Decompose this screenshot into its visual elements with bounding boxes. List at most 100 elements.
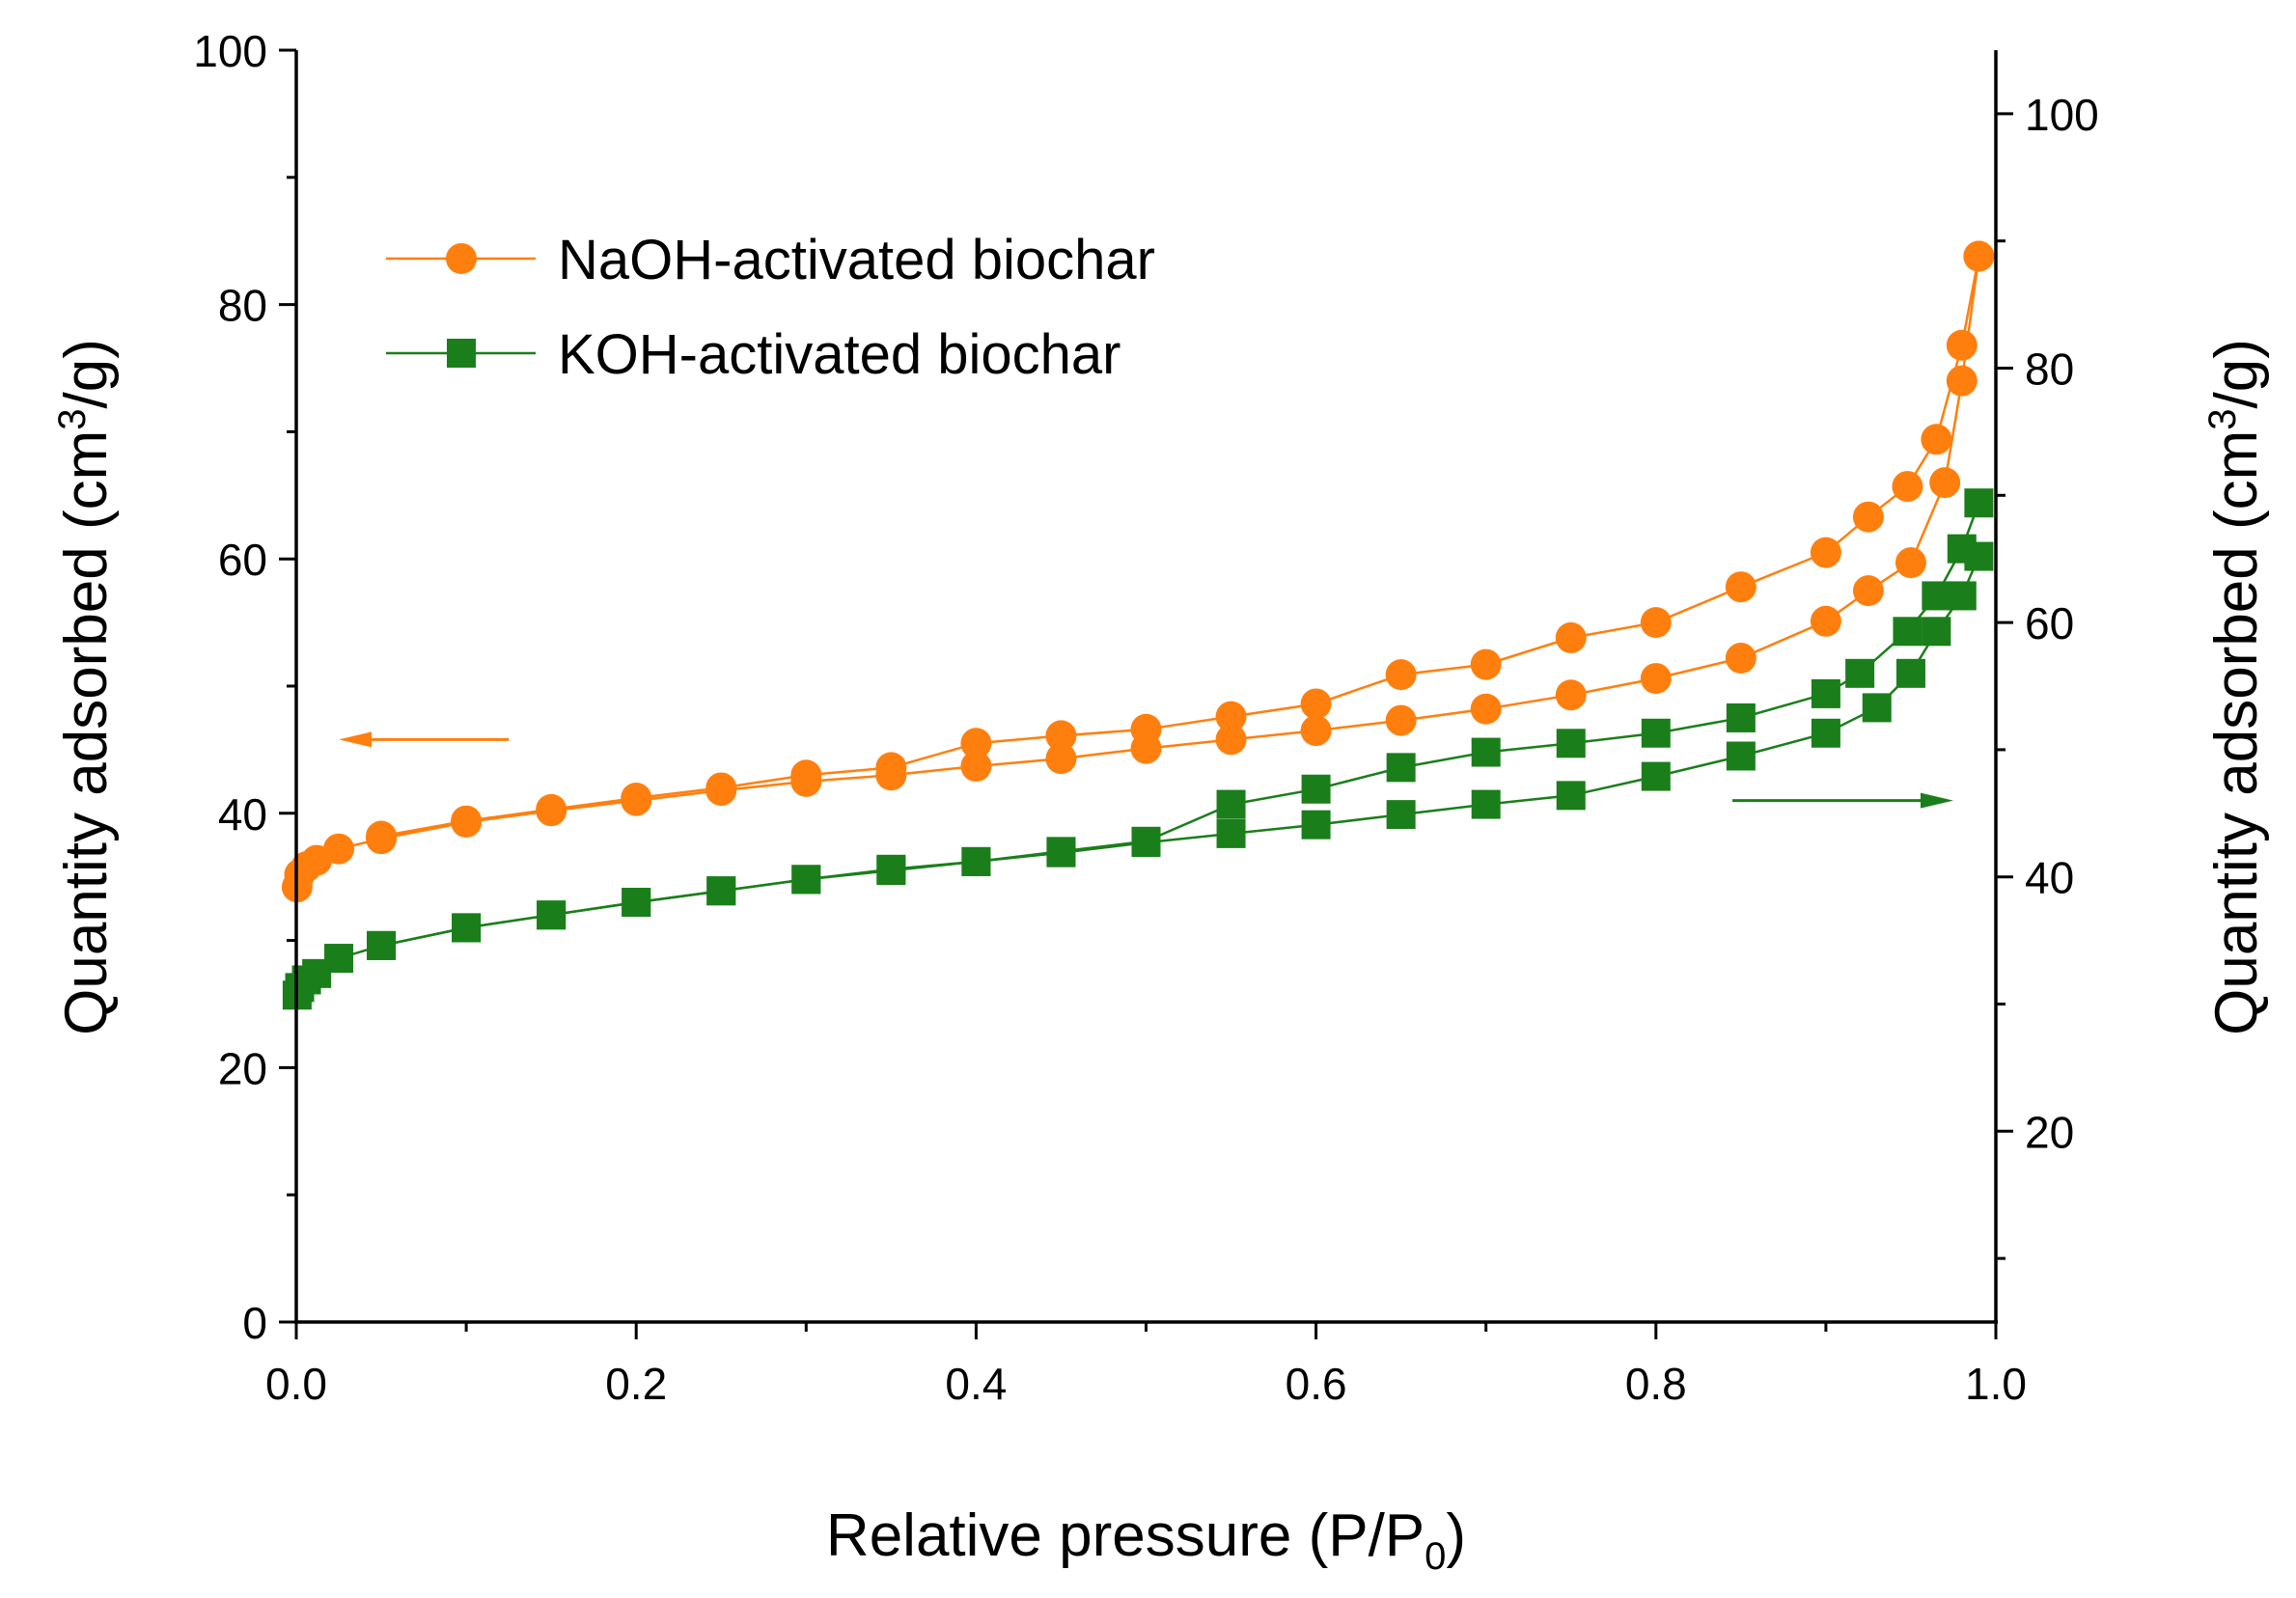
data-point	[1641, 718, 1671, 748]
data-point	[1810, 605, 1841, 637]
data-point	[1845, 658, 1875, 688]
data-point	[1726, 741, 1756, 771]
data-point	[451, 805, 483, 837]
data-point	[1922, 581, 1951, 611]
data-point	[876, 854, 906, 884]
x-tick-label: 0.8	[1625, 1359, 1687, 1409]
data-point	[960, 751, 992, 783]
data-point	[706, 876, 736, 906]
legend-label: NaOH-activated biochar	[558, 229, 1155, 291]
series-1	[281, 240, 1995, 903]
data-point	[323, 833, 355, 865]
data-point	[1556, 781, 1586, 811]
data-point	[536, 793, 567, 825]
data-point	[1045, 743, 1077, 775]
direction-arrow-right	[1732, 792, 1953, 809]
data-point	[1046, 837, 1076, 867]
y-left-tick-label: 20	[218, 1043, 267, 1093]
data-point	[1470, 648, 1502, 680]
y-right-tick-label: 20	[2025, 1107, 2074, 1157]
data-point	[1946, 329, 1978, 361]
data-point	[1131, 826, 1161, 856]
data-point	[1963, 240, 1995, 272]
data-point	[324, 944, 354, 974]
data-point	[1726, 703, 1756, 732]
arrow-layer	[339, 731, 1953, 809]
legend-item-2: KOH-activated biochar	[386, 323, 1120, 386]
data-point	[1811, 678, 1840, 708]
legend-marker	[446, 243, 477, 274]
x-tick-label: 0.6	[1286, 1359, 1347, 1409]
series-layer	[281, 240, 1995, 1010]
legend-label: KOH-activated biochar	[558, 323, 1120, 386]
data-point	[1471, 789, 1501, 819]
data-point	[1555, 679, 1587, 711]
data-point	[1725, 643, 1757, 675]
data-point	[1852, 575, 1884, 607]
data-point	[1641, 761, 1671, 791]
data-point	[1470, 693, 1502, 725]
data-point	[1301, 774, 1331, 804]
y-left-tick-label: 0	[242, 1298, 267, 1348]
data-point	[1640, 663, 1672, 695]
arrow-head	[1920, 792, 1953, 809]
y-right-tick-label: 100	[2025, 90, 2099, 140]
data-point	[1947, 534, 1977, 564]
axis-titles: Relative pressure (P/P0) Quantity adsorbe…	[51, 339, 2270, 1578]
data-point	[1216, 789, 1246, 819]
y-left-tick-label: 100	[193, 26, 267, 76]
y-right-tick-label: 80	[2025, 344, 2074, 395]
data-point	[1640, 607, 1672, 639]
data-point	[1862, 693, 1892, 723]
data-point	[790, 759, 822, 791]
data-point	[1929, 467, 1961, 499]
data-point	[1895, 658, 1925, 688]
data-point	[452, 913, 482, 943]
y-left-tick-label: 80	[218, 281, 267, 331]
x-axis-title: Relative pressure (P/P0)	[826, 1502, 1466, 1578]
x-tick-label: 1.0	[1965, 1359, 2027, 1409]
x-tick-label: 0.2	[605, 1359, 667, 1409]
data-point	[1130, 713, 1162, 745]
data-point	[1300, 688, 1332, 720]
data-point	[1725, 571, 1757, 603]
data-point	[1471, 737, 1501, 767]
data-point	[1215, 701, 1247, 732]
data-point	[961, 846, 991, 876]
data-point	[1556, 729, 1586, 758]
data-point	[1892, 471, 1923, 503]
data-point	[1045, 720, 1077, 752]
y-left-tick-label: 60	[218, 535, 267, 585]
series-line-adsorption	[295, 256, 1980, 888]
series-2	[282, 488, 1994, 1010]
y-right-tick-label: 40	[2025, 853, 2074, 903]
data-point	[622, 888, 651, 918]
arrow-head	[339, 731, 373, 748]
data-point	[1964, 488, 1994, 518]
legend: NaOH-activated biochar KOH-activated bioc…	[386, 229, 1155, 386]
data-point	[1216, 818, 1246, 848]
data-point	[1301, 810, 1331, 840]
direction-arrow-left	[339, 731, 510, 748]
data-point	[960, 728, 992, 759]
data-point	[1895, 547, 1926, 579]
data-point	[366, 820, 398, 852]
data-point	[367, 930, 397, 960]
y-left-tick-label: 40	[218, 789, 267, 840]
legend-item-1: NaOH-activated biochar	[386, 229, 1155, 291]
data-point	[875, 752, 907, 784]
data-point	[1300, 715, 1332, 747]
data-point	[1386, 753, 1416, 783]
data-point	[1811, 718, 1840, 748]
data-point	[1385, 659, 1417, 691]
data-point	[1386, 800, 1416, 830]
series-line-adsorption	[295, 556, 1980, 996]
data-point	[791, 865, 821, 895]
x-tick-label: 0.4	[945, 1359, 1007, 1409]
y-right-tick-label: 60	[2025, 598, 2074, 648]
data-point	[621, 782, 652, 813]
data-point	[537, 900, 567, 930]
axes-layer: 0.0 0.2 0.4 0.6 0.8 1.0 0 20 40 60 80 100 20 40 60 80 10…	[193, 26, 2099, 1409]
